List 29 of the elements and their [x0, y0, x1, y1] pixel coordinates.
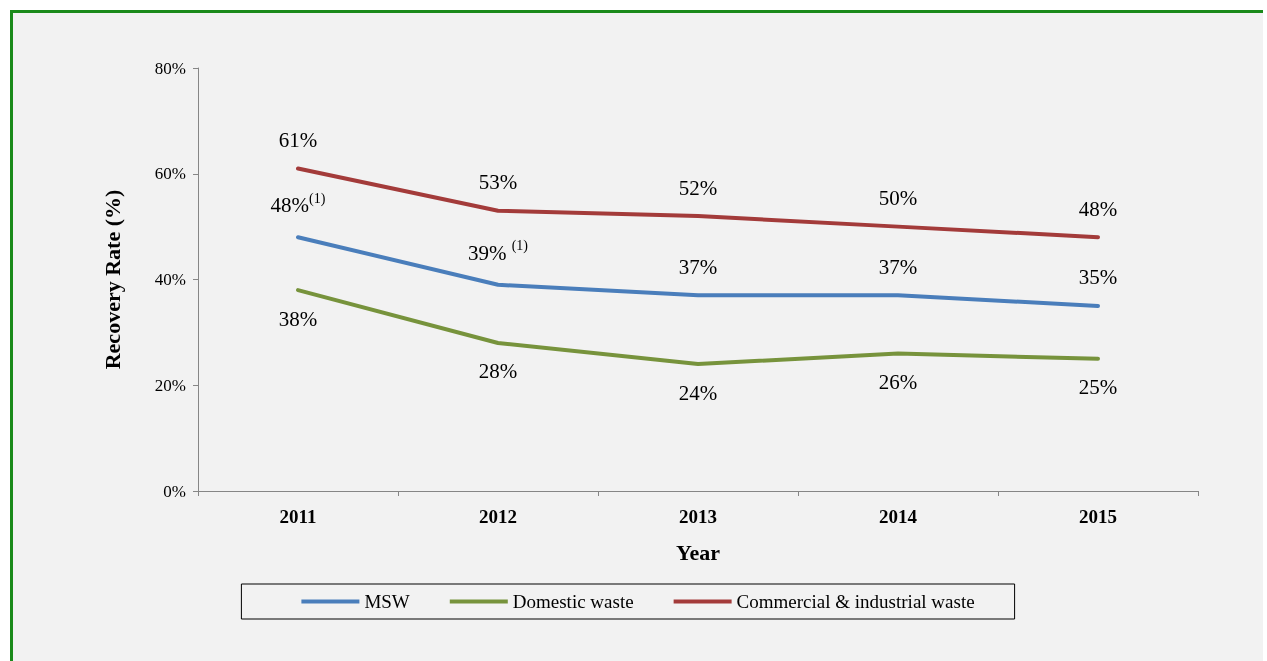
data-label: 48% — [1078, 196, 1118, 221]
legend-label: Domestic waste — [512, 591, 634, 612]
legend-label: Commercial & industrial waste — [736, 591, 975, 612]
data-label: 52% — [678, 175, 718, 200]
data-label: 35% — [1078, 265, 1118, 290]
data-label: 37% — [678, 254, 718, 279]
data-label: 24% — [678, 380, 718, 405]
data-label: 25% — [1078, 375, 1118, 400]
y-tick-label: 40% — [154, 270, 186, 289]
y-tick-label: 80% — [154, 58, 186, 78]
data-label: 28% — [478, 359, 518, 384]
x-tick-label: 2012 — [479, 506, 517, 527]
data-label: 61% — [278, 127, 318, 152]
data-label: 39% (1) — [467, 238, 529, 265]
x-axis-title: Year — [676, 539, 721, 565]
y-axis-title: Recovery Rate (%) — [99, 189, 125, 370]
y-tick-label: 60% — [154, 164, 186, 184]
y-tick-label: 20% — [154, 375, 186, 395]
data-label: 50% — [878, 186, 918, 211]
data-label: 26% — [878, 370, 918, 395]
legend-label: MSW — [364, 591, 410, 612]
x-tick-label: 2014 — [879, 506, 918, 527]
x-tick-label: 2015 — [1079, 506, 1117, 527]
data-label: 37% — [878, 254, 918, 279]
x-tick-label: 2011 — [279, 506, 317, 527]
x-tick-label: 2013 — [679, 506, 717, 527]
y-tick-label: 0% — [163, 481, 186, 501]
data-label: 38% — [278, 306, 318, 331]
data-label: 53% — [478, 170, 518, 195]
